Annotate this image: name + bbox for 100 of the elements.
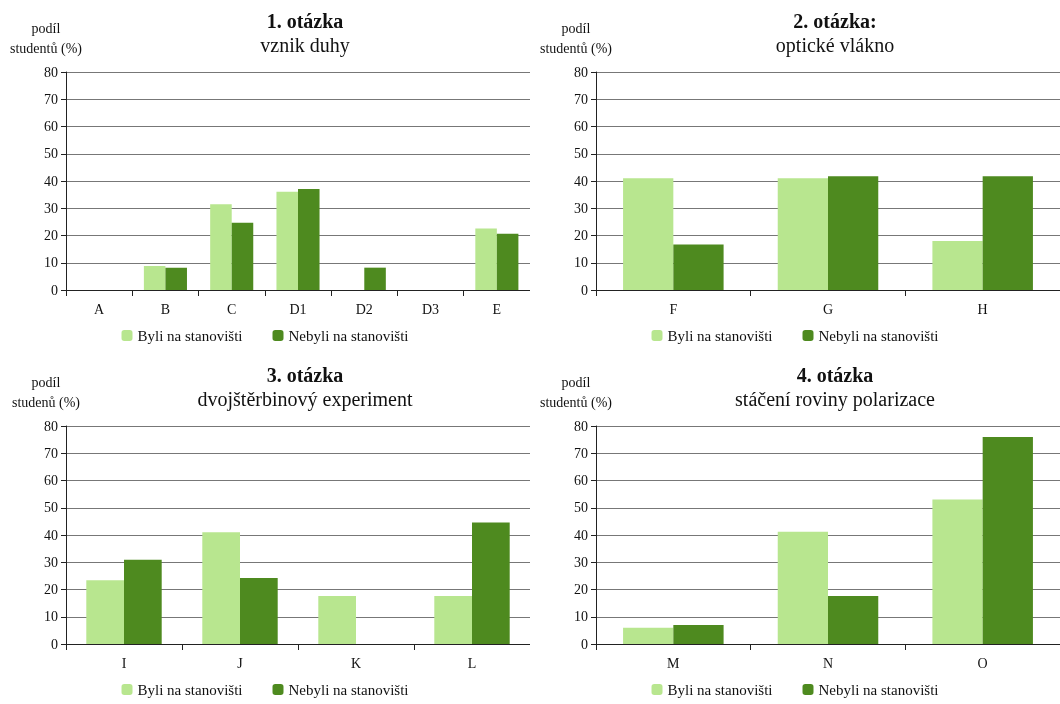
bar bbox=[828, 176, 879, 290]
bar bbox=[318, 596, 356, 644]
legend-label: Nebyli na stanovišti bbox=[818, 327, 939, 344]
y-tick-label: 30 bbox=[574, 554, 588, 570]
bar bbox=[276, 191, 298, 290]
bar bbox=[623, 627, 674, 644]
y-tick-label: 20 bbox=[44, 228, 58, 243]
x-tick-label: D3 bbox=[422, 301, 440, 317]
legend-label: Nebyli na stanovišti bbox=[288, 681, 409, 698]
chart-subtitle: dvojštěrbinový experiment bbox=[197, 388, 413, 411]
bar bbox=[982, 176, 1033, 290]
x-tick-label: G bbox=[822, 301, 834, 317]
y-tick-label: 30 bbox=[44, 554, 58, 570]
y-tick-label: 20 bbox=[574, 582, 588, 597]
y-tick-label: 50 bbox=[44, 500, 58, 516]
legend-label: Byli na stanovišti bbox=[667, 327, 773, 344]
x-tick-label: O bbox=[977, 655, 988, 671]
x-tick-label: L bbox=[467, 655, 477, 671]
legend-label: Byli na stanovišti bbox=[667, 681, 773, 698]
y-tick-label: 0 bbox=[51, 282, 58, 298]
bar bbox=[364, 267, 386, 290]
chart-title: 4. otázka bbox=[796, 364, 874, 386]
x-tick-label: J bbox=[237, 655, 244, 671]
y-tick-label: 60 bbox=[44, 473, 58, 488]
chart-subtitle: stáčení roviny polarizace bbox=[735, 388, 936, 411]
bar bbox=[673, 244, 724, 290]
bar bbox=[777, 531, 828, 644]
bar bbox=[210, 204, 232, 290]
chart-subtitle: vznik duhy bbox=[260, 34, 350, 57]
y-tick-label: 10 bbox=[44, 609, 58, 625]
y-tick-label: 20 bbox=[574, 228, 588, 243]
y-axis-title: podíl studentů (%) bbox=[540, 374, 613, 411]
chart-title: 1. otázka bbox=[266, 10, 344, 32]
y-tick-label: 10 bbox=[44, 255, 58, 271]
y-tick-label: 40 bbox=[44, 173, 58, 189]
bar bbox=[231, 222, 254, 290]
y-tick-label: 60 bbox=[574, 473, 588, 488]
x-tick-label: I bbox=[121, 655, 127, 671]
bar bbox=[932, 499, 983, 644]
bar bbox=[124, 559, 162, 644]
chart-subtitle: optické vlákno bbox=[775, 34, 895, 57]
bar bbox=[472, 522, 510, 644]
y-tick-label: 0 bbox=[51, 636, 58, 652]
bar bbox=[496, 233, 519, 290]
legend-label: Byli na stanovišti bbox=[137, 327, 243, 344]
bar bbox=[143, 266, 166, 290]
bar bbox=[202, 532, 240, 644]
y-tick-label: 70 bbox=[574, 445, 588, 461]
y-tick-label: 70 bbox=[574, 91, 588, 107]
bar bbox=[932, 240, 983, 290]
y-tick-label: 50 bbox=[574, 500, 588, 516]
x-tick-label: D2 bbox=[355, 301, 373, 317]
x-tick-label: N bbox=[822, 655, 834, 671]
y-tick-label: 50 bbox=[44, 146, 58, 162]
bar bbox=[434, 596, 472, 644]
x-tick-label: H bbox=[977, 301, 988, 317]
y-axis-title: podíl studentů (%) bbox=[540, 20, 613, 57]
y-tick-label: 0 bbox=[581, 636, 588, 652]
bar bbox=[828, 596, 879, 644]
x-tick-label: B bbox=[160, 301, 171, 317]
y-tick-label: 50 bbox=[574, 146, 588, 162]
y-tick-label: 60 bbox=[44, 119, 58, 134]
x-tick-label: E bbox=[492, 301, 502, 317]
y-tick-label: 40 bbox=[574, 173, 588, 189]
bar bbox=[475, 228, 497, 290]
x-tick-label: K bbox=[350, 655, 362, 671]
y-tick-label: 80 bbox=[574, 64, 588, 80]
y-tick-label: 70 bbox=[44, 91, 58, 107]
x-tick-label: M bbox=[667, 655, 681, 671]
y-tick-label: 10 bbox=[574, 609, 588, 625]
bar bbox=[165, 267, 187, 290]
y-tick-label: 40 bbox=[574, 527, 588, 543]
y-tick-label: 80 bbox=[574, 418, 588, 434]
y-axis-title: podíl studentů (%) bbox=[10, 20, 83, 57]
chart-title: 3. otázka bbox=[266, 364, 344, 386]
legend-label: Nebyli na stanovišti bbox=[288, 327, 409, 344]
y-tick-label: 10 bbox=[574, 255, 588, 271]
y-axis-title: podíl studenů (%) bbox=[11, 374, 81, 411]
x-tick-label: C bbox=[227, 301, 237, 317]
x-tick-label: D1 bbox=[289, 301, 307, 317]
y-tick-label: 70 bbox=[44, 445, 58, 461]
x-tick-label: A bbox=[94, 301, 106, 317]
chart-title: 2. otázka: bbox=[793, 10, 877, 32]
bar bbox=[240, 578, 278, 644]
y-tick-label: 0 bbox=[581, 282, 588, 298]
y-tick-label: 40 bbox=[44, 527, 58, 543]
x-tick-label: F bbox=[669, 301, 678, 317]
y-tick-label: 80 bbox=[44, 418, 58, 434]
y-tick-label: 80 bbox=[44, 64, 58, 80]
bar bbox=[777, 178, 828, 290]
bar bbox=[982, 436, 1033, 644]
bar bbox=[298, 188, 320, 290]
bar bbox=[623, 178, 674, 290]
legend-label: Nebyli na stanovišti bbox=[818, 681, 939, 698]
y-tick-label: 30 bbox=[44, 200, 58, 216]
y-tick-label: 30 bbox=[574, 200, 588, 216]
y-tick-label: 60 bbox=[574, 119, 588, 134]
bar bbox=[86, 580, 124, 644]
legend-label: Byli na stanovišti bbox=[137, 681, 243, 698]
y-tick-label: 20 bbox=[44, 582, 58, 597]
